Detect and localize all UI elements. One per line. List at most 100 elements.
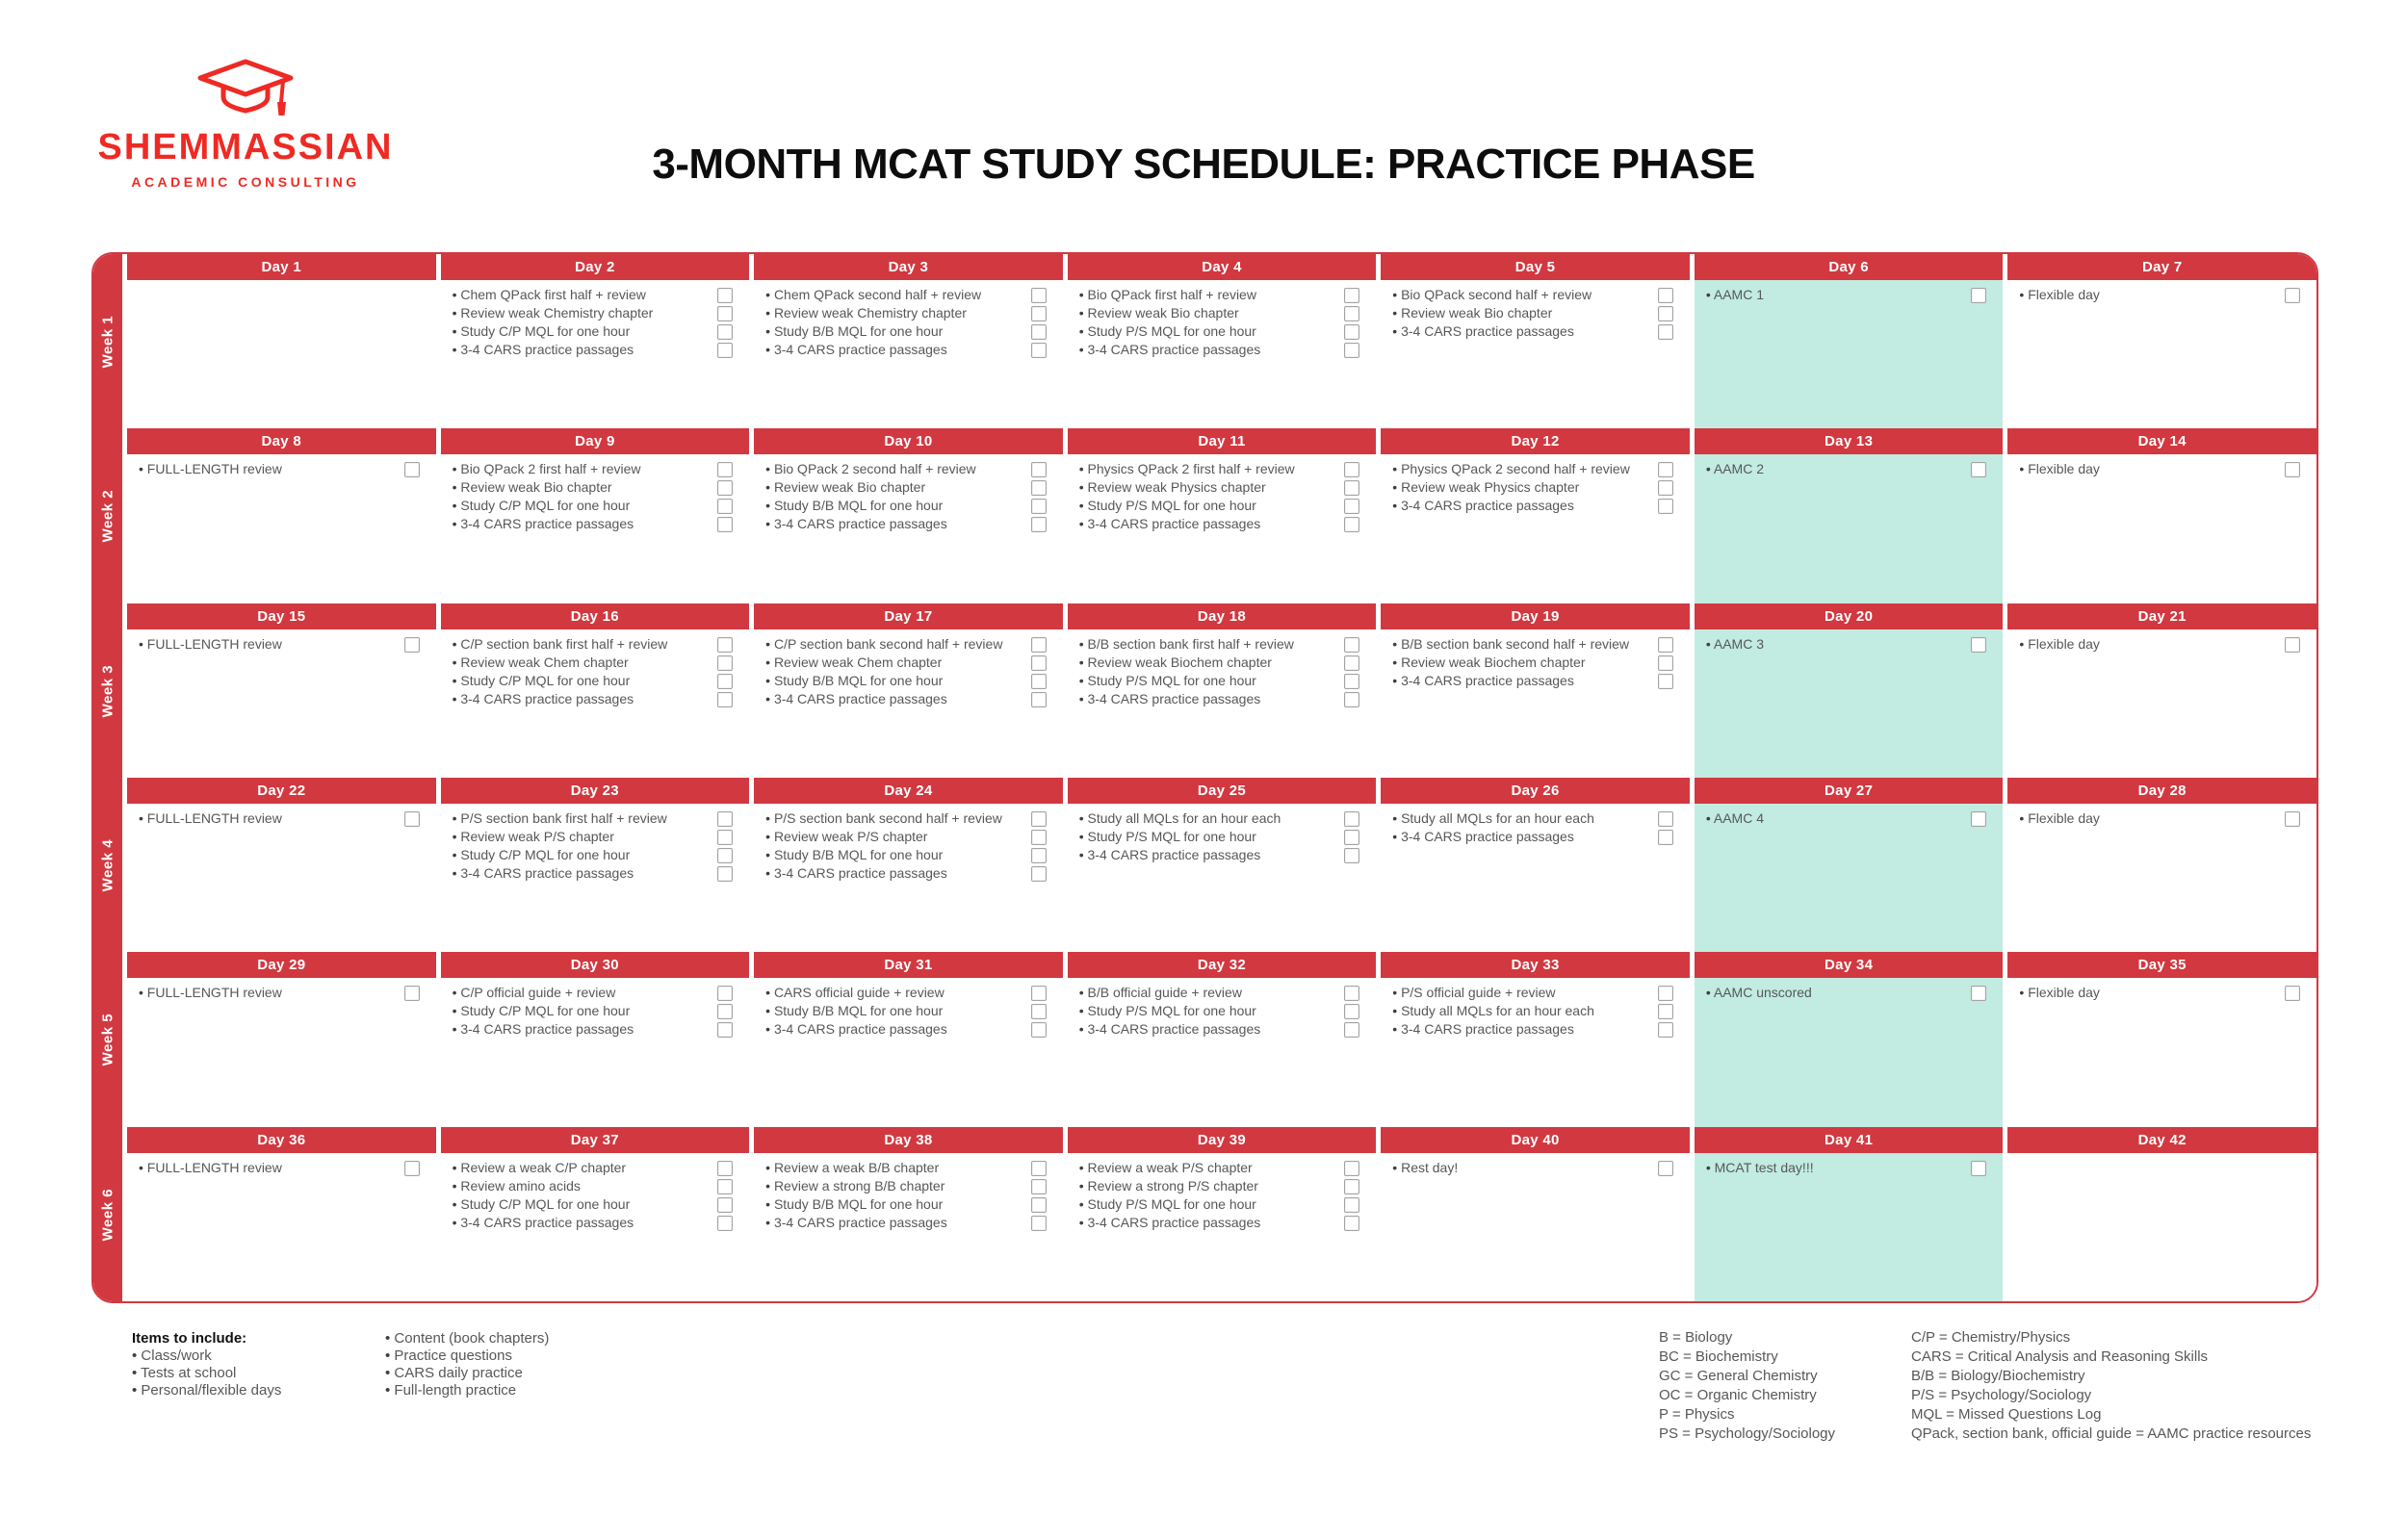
task-checkbox[interactable] bbox=[717, 865, 734, 882]
task-checkbox[interactable] bbox=[403, 462, 420, 478]
task-checkbox[interactable] bbox=[1030, 324, 1047, 340]
task-checkbox[interactable] bbox=[1030, 810, 1047, 827]
task-checkbox[interactable] bbox=[1657, 654, 1673, 671]
task-checkbox[interactable] bbox=[1344, 324, 1360, 340]
task-checkbox[interactable] bbox=[717, 462, 734, 478]
task-checkbox[interactable] bbox=[1657, 1160, 1673, 1176]
task-checkbox[interactable] bbox=[717, 986, 734, 1002]
task-checkbox[interactable] bbox=[2285, 810, 2300, 827]
task-checkbox[interactable] bbox=[1030, 480, 1047, 497]
task-checkbox[interactable] bbox=[1657, 499, 1673, 515]
task-checkbox[interactable] bbox=[2285, 462, 2300, 478]
task-checkbox[interactable] bbox=[717, 324, 734, 340]
task-checkbox[interactable] bbox=[717, 1022, 734, 1039]
task-checkbox[interactable] bbox=[717, 673, 734, 689]
task-checkbox[interactable] bbox=[1657, 673, 1673, 689]
task-checkbox[interactable] bbox=[717, 517, 734, 533]
task-checkbox[interactable] bbox=[1344, 462, 1360, 478]
task-checkbox[interactable] bbox=[1030, 986, 1047, 1002]
task-checkbox[interactable] bbox=[1344, 847, 1360, 863]
task-checkbox[interactable] bbox=[717, 847, 734, 863]
task-checkbox[interactable] bbox=[1030, 1004, 1047, 1020]
task-checkbox[interactable] bbox=[1030, 636, 1047, 653]
task-checkbox[interactable] bbox=[1030, 865, 1047, 882]
task-checkbox[interactable] bbox=[1344, 1215, 1360, 1231]
task-checkbox[interactable] bbox=[1030, 1196, 1047, 1213]
task-checkbox[interactable] bbox=[1030, 306, 1047, 321]
task-checkbox[interactable] bbox=[1344, 517, 1360, 533]
task-checkbox[interactable] bbox=[717, 1215, 734, 1231]
task-checkbox[interactable] bbox=[1344, 810, 1360, 827]
task-checkbox[interactable] bbox=[1971, 810, 1987, 827]
task-checkbox[interactable] bbox=[1344, 1196, 1360, 1213]
task-checkbox[interactable] bbox=[1971, 288, 1987, 303]
task-checkbox[interactable] bbox=[1657, 810, 1673, 827]
task-checkbox[interactable] bbox=[2285, 986, 2300, 1002]
task-checkbox[interactable] bbox=[1657, 480, 1673, 497]
task-checkbox[interactable] bbox=[1657, 306, 1673, 321]
task-checkbox[interactable] bbox=[717, 810, 734, 827]
task-checkbox[interactable] bbox=[1971, 636, 1987, 653]
task-checkbox[interactable] bbox=[1657, 829, 1673, 845]
task-checkbox[interactable] bbox=[1344, 499, 1360, 515]
task-checkbox[interactable] bbox=[717, 691, 734, 707]
task-checkbox[interactable] bbox=[1344, 1160, 1360, 1176]
task-checkbox[interactable] bbox=[1657, 986, 1673, 1002]
task-checkbox[interactable] bbox=[1971, 1160, 1987, 1176]
task-checkbox[interactable] bbox=[1344, 1004, 1360, 1020]
task-checkbox[interactable] bbox=[1344, 306, 1360, 321]
task-checkbox[interactable] bbox=[1657, 1022, 1673, 1039]
task-checkbox[interactable] bbox=[403, 1160, 420, 1176]
task-checkbox[interactable] bbox=[403, 810, 420, 827]
task-checkbox[interactable] bbox=[1344, 636, 1360, 653]
task-checkbox[interactable] bbox=[1030, 1160, 1047, 1176]
task-checkbox[interactable] bbox=[717, 654, 734, 671]
task-checkbox[interactable] bbox=[1030, 462, 1047, 478]
task-checkbox[interactable] bbox=[717, 288, 734, 303]
task-checkbox[interactable] bbox=[717, 499, 734, 515]
task-checkbox[interactable] bbox=[1344, 691, 1360, 707]
task-checkbox[interactable] bbox=[1657, 324, 1673, 340]
task-checkbox[interactable] bbox=[1030, 829, 1047, 845]
task-checkbox[interactable] bbox=[1657, 1004, 1673, 1020]
task-checkbox[interactable] bbox=[1657, 636, 1673, 653]
task-checkbox[interactable] bbox=[1344, 654, 1360, 671]
task-checkbox[interactable] bbox=[717, 480, 734, 497]
task-checkbox[interactable] bbox=[717, 1178, 734, 1194]
task-checkbox[interactable] bbox=[1971, 986, 1987, 1002]
task-checkbox[interactable] bbox=[1344, 288, 1360, 303]
task-checkbox[interactable] bbox=[1030, 673, 1047, 689]
task-checkbox[interactable] bbox=[1344, 986, 1360, 1002]
task-checkbox[interactable] bbox=[403, 636, 420, 653]
task-checkbox[interactable] bbox=[1657, 462, 1673, 478]
task-checkbox[interactable] bbox=[717, 1160, 734, 1176]
task-checkbox[interactable] bbox=[2285, 288, 2300, 303]
task-checkbox[interactable] bbox=[1344, 480, 1360, 497]
task-checkbox[interactable] bbox=[717, 306, 734, 321]
task-checkbox[interactable] bbox=[1030, 499, 1047, 515]
task-checkbox[interactable] bbox=[1344, 343, 1360, 358]
task-checkbox[interactable] bbox=[1971, 462, 1987, 478]
task-checkbox[interactable] bbox=[1030, 691, 1047, 707]
task-checkbox[interactable] bbox=[1030, 847, 1047, 863]
task-checkbox[interactable] bbox=[1344, 829, 1360, 845]
task-checkbox[interactable] bbox=[1030, 1178, 1047, 1194]
task-checkbox[interactable] bbox=[717, 636, 734, 653]
task-checkbox[interactable] bbox=[1030, 654, 1047, 671]
task-checkbox[interactable] bbox=[717, 343, 734, 358]
task-checkbox[interactable] bbox=[1344, 1022, 1360, 1039]
task-checkbox[interactable] bbox=[1657, 288, 1673, 303]
task-checkbox[interactable] bbox=[1030, 517, 1047, 533]
task-checkbox[interactable] bbox=[1030, 1022, 1047, 1039]
task-row: Study P/S MQL for one hour bbox=[1079, 498, 1368, 515]
task-checkbox[interactable] bbox=[1344, 1178, 1360, 1194]
task-checkbox[interactable] bbox=[1030, 288, 1047, 303]
task-checkbox[interactable] bbox=[1344, 673, 1360, 689]
task-checkbox[interactable] bbox=[1030, 1215, 1047, 1231]
task-checkbox[interactable] bbox=[717, 1004, 734, 1020]
task-checkbox[interactable] bbox=[403, 986, 420, 1002]
task-checkbox[interactable] bbox=[2285, 636, 2300, 653]
task-checkbox[interactable] bbox=[1030, 343, 1047, 358]
task-checkbox[interactable] bbox=[717, 1196, 734, 1213]
task-checkbox[interactable] bbox=[717, 829, 734, 845]
